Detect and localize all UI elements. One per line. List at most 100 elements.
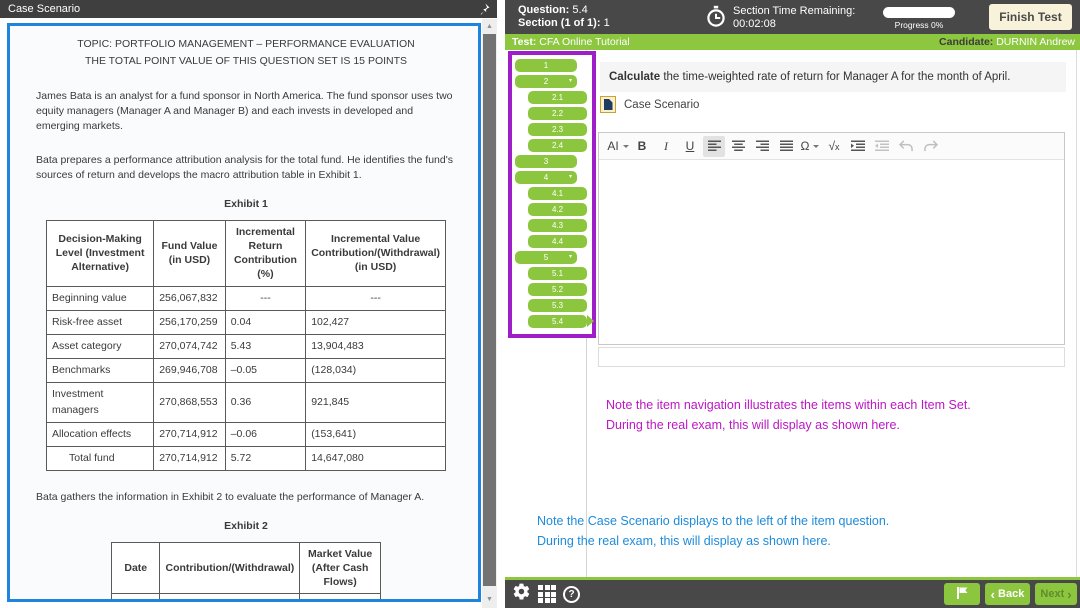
table-cell: 269,946,708	[153, 358, 226, 384]
nav-item-label: 3	[543, 157, 549, 166]
question-nav-item-5.3[interactable]: 5.3	[528, 299, 587, 312]
table-row: Asset category 270,074,742 5.43 13,904,483	[45, 334, 446, 360]
table-cell: 270,074,742	[153, 334, 226, 360]
case-scenario-scrollbar[interactable]: ▲ ▼	[482, 19, 497, 608]
undo-button[interactable]	[895, 136, 917, 157]
underline-button[interactable]: U	[685, 138, 695, 153]
flag-icon	[956, 586, 969, 603]
table-row: Beginning value 256,067,832 --- ---	[45, 285, 446, 311]
question-info: Question: 5.4 Section (1 of 1): 1	[518, 4, 610, 30]
question-main-area: 1 2 ▾ 2.1 2.2 2.3 2.4 3 4 ▾ 4.1 4.2 4.3 4.4 5 ▾ 5.1 5.2 5.…	[505, 50, 1080, 577]
question-nav-item-2.2[interactable]: 2.2	[528, 107, 587, 120]
scroll-up-arrow[interactable]: ▲	[486, 23, 493, 30]
pin-icon[interactable]	[478, 3, 490, 15]
question-nav-item-5.2[interactable]: 5.2	[528, 283, 587, 296]
italic-button[interactable]: I	[664, 138, 668, 153]
settings-gear-icon[interactable]	[512, 582, 531, 606]
question-label: Question:	[518, 4, 570, 16]
chevron-down-icon: ▾	[568, 174, 572, 180]
align-left-button[interactable]	[703, 135, 725, 157]
table-cell: Total fund	[45, 446, 155, 472]
table-cell: Beginning value	[45, 285, 155, 311]
tutorial-note-navigation: Note the item navigation illustrates the…	[606, 398, 971, 432]
help-icon[interactable]: ?	[563, 585, 580, 603]
column-header: Market Value (After Cash Flows)	[299, 541, 381, 595]
question-nav-item-4.1[interactable]: 4.1	[528, 187, 587, 200]
exam-top-bar: Question: 5.4 Section (1 of 1): 1 Sectio…	[505, 0, 1080, 34]
nav-item-label: 2.1	[551, 93, 564, 102]
case-scenario-link[interactable]: Case Scenario	[600, 96, 699, 113]
question-nav-item-4.4[interactable]: 4.4	[528, 235, 587, 248]
question-nav-item-4.3[interactable]: 4.3	[528, 219, 587, 232]
finish-test-button[interactable]: Finish Test	[989, 4, 1072, 30]
table-cell: –0.06	[224, 421, 307, 448]
chevron-down-icon	[622, 144, 629, 148]
question-nav-item-4.2[interactable]: 4.2	[528, 203, 587, 216]
case-scenario-content: TOPIC: PORTFOLIO MANAGEMENT – PERFORMANC…	[7, 23, 481, 602]
progress-indicator: Progress 0%	[883, 7, 955, 30]
table-cell: 52,000,000	[299, 593, 381, 599]
align-center-button[interactable]	[727, 136, 749, 157]
question-nav-item-2[interactable]: 2 ▾	[515, 75, 577, 88]
bold-button[interactable]: B	[637, 138, 647, 153]
column-header: Decision-Making Level (Investment Altern…	[45, 219, 155, 287]
question-nav-item-5.4[interactable]: 5.4	[528, 315, 594, 328]
align-right-button[interactable]	[751, 136, 773, 157]
nav-item-label: 4	[543, 173, 549, 182]
case-scenario-link-label: Case Scenario	[624, 98, 700, 111]
candidate-name: Candidate: DURNIN Andrew	[939, 36, 1075, 48]
question-nav-item-3[interactable]: 3	[515, 155, 577, 168]
nav-item-label: 2.4	[551, 141, 564, 150]
document-icon	[600, 96, 616, 113]
next-button[interactable]: Next ›	[1035, 583, 1077, 605]
question-panel: Question: 5.4 Section (1 of 1): 1 Sectio…	[505, 0, 1080, 608]
nav-item-label: 5	[543, 253, 549, 262]
increase-indent-button[interactable]	[847, 136, 869, 157]
question-nav-item-1[interactable]: 1	[515, 59, 577, 72]
table-row: Risk-free asset 256,170,259 0.04 102,427	[45, 309, 446, 336]
item-navigation-highlighted: 1 2 ▾ 2.1 2.2 2.3 2.4 3 4 ▾ 4.1 4.2 4.3 4.4 5 ▾ 5.1 5.2 5.…	[508, 51, 596, 338]
column-header: Incremental Return Contribution (%)	[224, 219, 307, 287]
table-cell: 256,170,259	[153, 309, 226, 336]
special-character-dropdown[interactable]: Ω	[799, 136, 821, 157]
exhibit-2-table: Date Contribution/(Withdrawal) Market Valu…	[110, 541, 381, 599]
question-nav-item-2.3[interactable]: 2.3	[528, 123, 587, 136]
nav-item-label: 4.3	[551, 221, 564, 230]
editor-footer-strip	[598, 347, 1065, 367]
equation-button[interactable]: √ x	[828, 138, 840, 153]
question-nav-item-5[interactable]: 5 ▾	[515, 251, 577, 264]
column-header: Fund Value (in USD)	[153, 219, 226, 287]
decrease-indent-button[interactable]	[871, 136, 893, 157]
redo-button[interactable]	[919, 136, 941, 157]
scrollbar-thumb[interactable]	[483, 34, 496, 586]
answer-text-area[interactable]	[599, 160, 1064, 344]
chevron-down-icon	[813, 144, 820, 148]
table-cell: 0.04	[224, 309, 307, 336]
nav-item-label: 2	[543, 77, 549, 86]
topic-line-2: THE TOTAL POINT VALUE OF THIS QUESTION S…	[84, 54, 408, 67]
scroll-down-arrow[interactable]: ▼	[486, 596, 493, 603]
flag-question-button[interactable]	[944, 583, 980, 605]
question-grid-icon[interactable]	[538, 585, 556, 603]
footer-accent-line	[505, 577, 1080, 580]
question-nav-item-5.1[interactable]: 5.1	[528, 267, 587, 280]
exam-bottom-bar: ? ‹ Back Next ›	[505, 580, 1080, 608]
table-cell: Allocation effects	[45, 421, 155, 448]
section-number: 1	[603, 17, 610, 29]
table-cell: ---	[159, 593, 301, 599]
back-button[interactable]: ‹ Back	[985, 583, 1030, 605]
nav-item-label: 4.1	[551, 189, 564, 198]
question-nav-item-2.1[interactable]: 2.1	[528, 91, 587, 104]
question-nav-item-4[interactable]: 4 ▾	[515, 171, 577, 184]
progress-bar	[883, 7, 955, 18]
question-nav-item-2.4[interactable]: 2.4	[528, 139, 587, 152]
text-style-dropdown[interactable]: AI	[607, 136, 629, 157]
column-header: Date	[110, 541, 161, 595]
clock-icon	[705, 5, 727, 33]
nav-item-label: 4.4	[551, 237, 564, 246]
justify-button[interactable]	[775, 136, 797, 157]
column-header: Contribution/(Withdrawal)	[159, 541, 301, 595]
nav-item-label: 1	[543, 61, 549, 70]
vertical-divider	[1076, 50, 1077, 577]
